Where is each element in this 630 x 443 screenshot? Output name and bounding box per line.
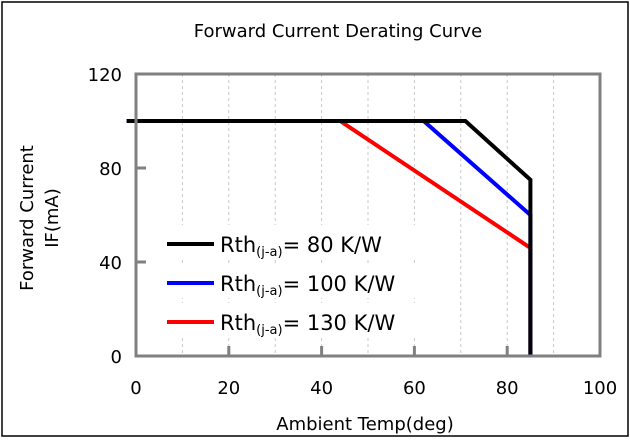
y-tick-label: 40 — [99, 253, 122, 274]
x-axis-label: Ambient Temp(deg) — [276, 414, 453, 435]
y-tick-label: 80 — [99, 159, 122, 180]
x-tick-label: 80 — [496, 378, 519, 399]
x-tick-label: 0 — [130, 378, 141, 399]
y-tick-label: 120 — [88, 65, 122, 86]
x-tick-label: 60 — [403, 378, 426, 399]
series-lines — [126, 119, 533, 356]
legend-label: Rth(j-a)= 100 K/W — [220, 272, 395, 299]
legend-label: Rth(j-a)= 80 K/W — [220, 233, 382, 260]
x-tick-label: 100 — [583, 378, 617, 399]
y-axis-label-line1: Forward Current — [17, 145, 38, 291]
x-tick-label: 40 — [310, 378, 333, 399]
series-line — [126, 119, 533, 356]
plot-border — [134, 72, 602, 358]
axis-ticks: 0 40 80 120 0 20 40 60 80 100 — [88, 65, 618, 399]
y-axis-label-line2: IF(mA) — [42, 188, 63, 248]
legend: Rth(j-a)= 80 K/W Rth(j-a)= 100 K/W Rth(j-a… — [162, 225, 418, 338]
y-tick-label: 0 — [111, 347, 122, 368]
x-tick-label: 20 — [217, 378, 240, 399]
chart-title: Forward Current Derating Curve — [194, 21, 483, 42]
legend-label: Rth(j-a)= 130 K/W — [220, 311, 395, 338]
